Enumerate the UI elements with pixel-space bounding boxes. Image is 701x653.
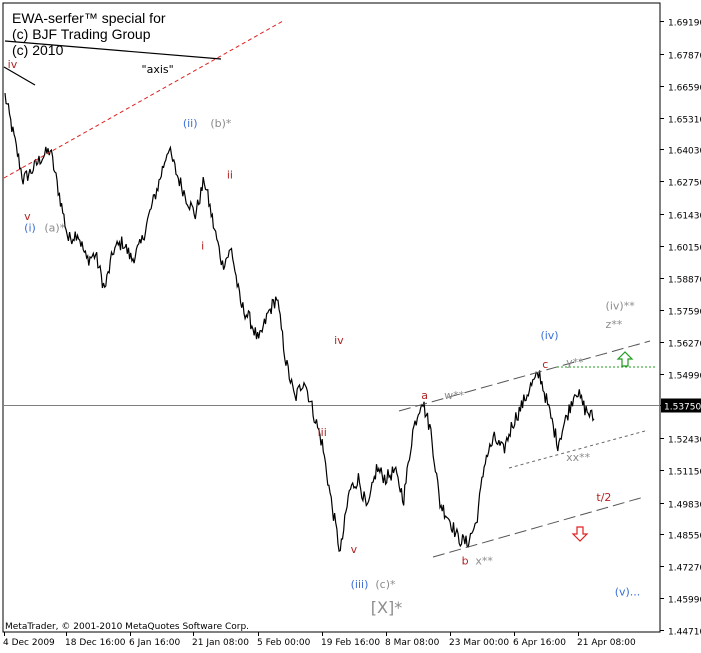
x-tick-label: 4 Dec 2009 [3, 638, 55, 648]
y-tick-label: 1.56270 [668, 340, 701, 350]
wave-label: z** [606, 318, 623, 331]
trend-segment [3, 66, 36, 86]
price-line [4, 93, 595, 552]
x-tick-label: 19 Feb 16:00 [321, 638, 380, 648]
wave-label: iv [8, 58, 18, 71]
y-tick-label: 1.57590 [668, 308, 701, 318]
wave-label: (b)* [210, 117, 232, 130]
x-tick-label: 23 Mar 00:00 [449, 638, 509, 648]
wave-label: (i) [24, 222, 36, 235]
y-tick-label: 1.54990 [668, 372, 701, 382]
channel-upper-line [398, 340, 651, 412]
wave-label: v [351, 543, 358, 556]
x-tick-label: 5 Feb 00:00 [257, 638, 311, 648]
header-line-1: EWA-serfer™ special for [12, 10, 166, 26]
y-tick-label: 1.47270 [668, 564, 701, 574]
x-tick-label: 6 Apr 16:00 [513, 638, 566, 648]
current-price-label: 1.53750 [664, 403, 701, 413]
wave-label: "axis" [142, 63, 174, 76]
wave-label: v [24, 210, 31, 223]
wave-label: b [462, 554, 469, 567]
axis-trendline [4, 40, 222, 60]
y-tick-label: 1.48550 [668, 532, 701, 542]
header-line-2: (c) BJF Trading Group [12, 26, 151, 42]
wave-label: (ii) [183, 117, 198, 130]
wave-label: (v)... [615, 585, 641, 598]
plot-frame [2, 2, 661, 633]
wave-label: w** [444, 389, 464, 402]
y-tick-label: 1.66590 [668, 84, 701, 94]
y-tick-label: 1.62750 [668, 179, 701, 189]
y-tick-label: 1.49830 [668, 501, 701, 511]
copyright-footer: MetaTrader, © 2001-2010 MetaQuotes Softw… [5, 622, 249, 632]
y-tick-label: 1.64030 [668, 147, 701, 157]
x-tick-label: 21 Jan 08:00 [192, 638, 249, 648]
x-tick-label: 6 Jan 16:00 [129, 638, 181, 648]
y-tick-label: 1.60150 [668, 244, 701, 254]
red-dashed-trendline [3, 20, 284, 179]
down-arrow-icon [571, 526, 589, 542]
wave-label: x** [475, 554, 493, 567]
y-tick-label: 1.65310 [668, 116, 701, 126]
wave-label: iv [334, 334, 344, 347]
wave-label: t/2 [596, 491, 611, 504]
current-price-tag [661, 398, 701, 413]
y-tick-label: 1.67870 [668, 52, 701, 62]
wave-label: (iv)** [606, 299, 636, 312]
wave-label: iii [318, 426, 327, 439]
wave-label: xx** [566, 451, 591, 464]
y-tick-label: 1.52430 [668, 436, 701, 446]
wave-label: (c)* [375, 578, 396, 591]
header-line-3: (c) 2010 [12, 42, 64, 58]
up-arrow-icon [616, 351, 634, 367]
y-tick-label: 1.58870 [668, 276, 701, 286]
wave-label: c [542, 358, 548, 371]
wave-label: (iv) [540, 329, 558, 342]
wave-label: i [201, 240, 204, 253]
x-tick-label: 18 Dec 16:00 [65, 638, 126, 648]
y-tick-label: 1.45990 [668, 596, 701, 606]
wave-label: a [421, 389, 428, 402]
y-tick-label: 1.61430 [668, 212, 701, 222]
wave-label: ii [227, 169, 233, 182]
y-tick-label: 1.51150 [668, 468, 701, 478]
y-tick-label: 1.69190 [668, 19, 701, 29]
wave-label: [X]* [371, 598, 402, 617]
wave-label: (a)* [44, 222, 65, 235]
wave-label: (iii) [351, 578, 369, 591]
wave-label: y** [566, 356, 584, 369]
channel-lower-line [432, 496, 645, 558]
x-tick-label: 21 Apr 08:00 [577, 638, 636, 648]
y-tick-label: 1.44710 [668, 628, 701, 638]
x-tick-label: 8 Mar 08:00 [385, 638, 440, 648]
